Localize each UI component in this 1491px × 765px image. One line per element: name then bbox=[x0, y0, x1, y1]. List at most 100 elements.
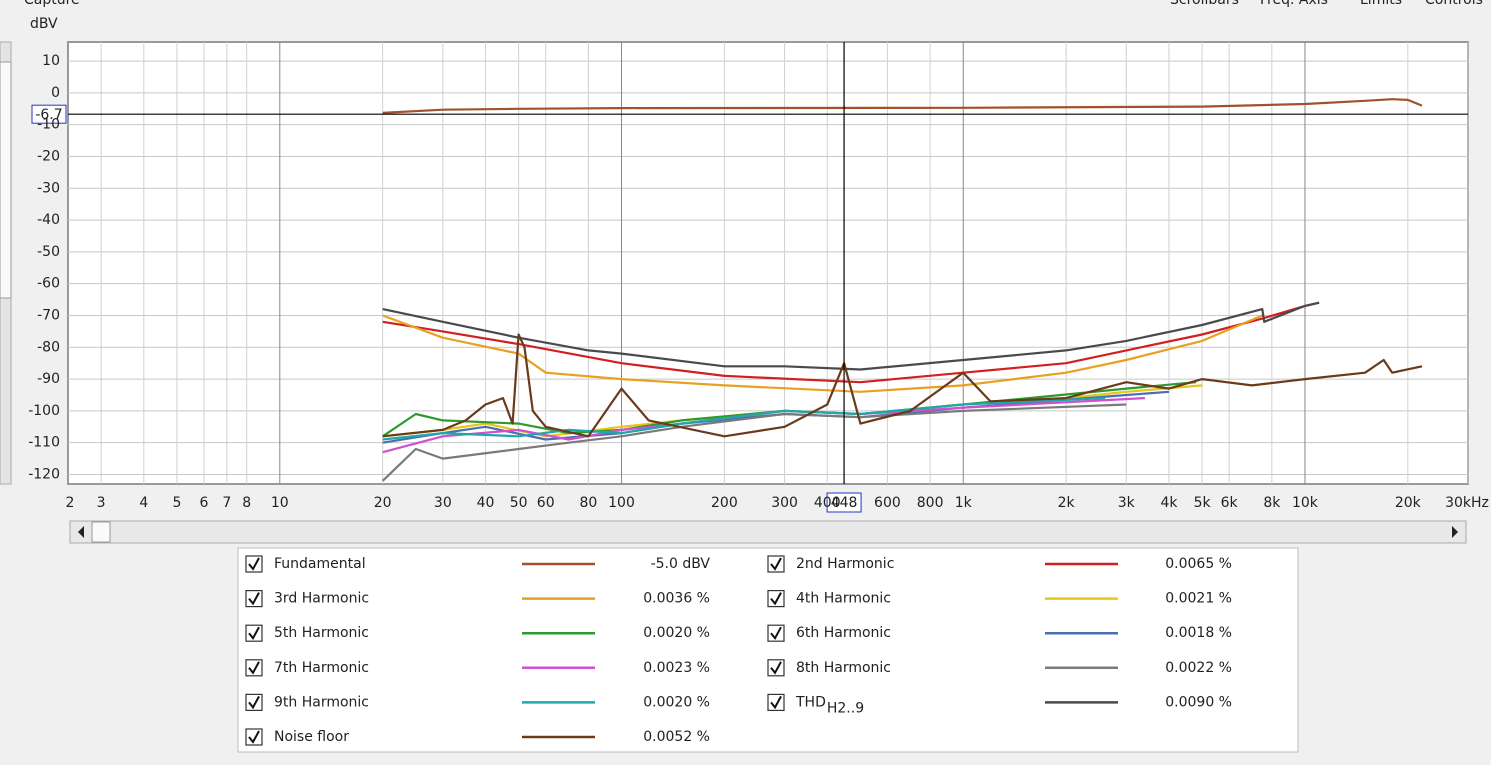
legend-value: 0.0020 % bbox=[643, 694, 710, 710]
legend-value: 0.0036 % bbox=[643, 591, 710, 607]
cursor-x-box bbox=[826, 492, 862, 513]
x-tick-label: 300 bbox=[771, 495, 798, 511]
menu-item[interactable]: Limits bbox=[1360, 0, 1402, 8]
scroll-thumb[interactable] bbox=[0, 61, 12, 299]
x-tick-label: 2 bbox=[66, 495, 75, 511]
x-tick-label: 10 bbox=[271, 495, 289, 511]
scroll-left[interactable] bbox=[78, 526, 84, 538]
y-tick-label: -70 bbox=[37, 307, 60, 323]
scroll-right[interactable] bbox=[1452, 526, 1458, 538]
legend-label: 8th Harmonic bbox=[796, 660, 891, 676]
scroll-thumb[interactable] bbox=[91, 521, 111, 543]
legend-label: 3rd Harmonic bbox=[274, 591, 369, 607]
legend-value: 0.0020 % bbox=[643, 625, 710, 641]
x-tick-label: 60 bbox=[537, 495, 555, 511]
menu-item[interactable]: Freq. Axis bbox=[1260, 0, 1328, 8]
x-tick-label: 200 bbox=[711, 495, 738, 511]
y-tick-label: 10 bbox=[42, 53, 60, 69]
legend-label: 7th Harmonic bbox=[274, 660, 369, 676]
x-tick-label: 8 bbox=[242, 495, 251, 511]
x-tick-label: 3 bbox=[97, 495, 106, 511]
x-tick-label: 8k bbox=[1263, 495, 1281, 511]
checkmark[interactable] bbox=[248, 557, 260, 571]
x-tick-label: 5k bbox=[1194, 495, 1212, 511]
checkmark[interactable] bbox=[248, 661, 260, 675]
legend-value: 0.0065 % bbox=[1165, 556, 1232, 572]
series-line bbox=[382, 314, 1263, 393]
checkmark[interactable] bbox=[770, 557, 782, 571]
y-tick-label: -120 bbox=[28, 466, 60, 482]
legend-value: 0.0022 % bbox=[1165, 660, 1232, 676]
checkmark[interactable] bbox=[248, 592, 260, 606]
legend-label-subscript: H2..9 bbox=[827, 700, 864, 716]
x-tick-label: 3k bbox=[1118, 495, 1136, 511]
x-tick-label: 2k bbox=[1058, 495, 1076, 511]
legend-label: 2nd Harmonic bbox=[796, 556, 894, 572]
plot-area bbox=[67, 41, 1469, 485]
y-tick-label: -50 bbox=[37, 244, 60, 260]
cursor-y-label: -6.7 bbox=[35, 107, 62, 123]
x-tick-label: 20 bbox=[374, 495, 392, 511]
x-tick-label: 6k bbox=[1221, 495, 1239, 511]
x-tick-label: 4k bbox=[1160, 495, 1178, 511]
x-tick-label: 4 bbox=[139, 495, 148, 511]
y-tick-label: -80 bbox=[37, 339, 60, 355]
x-tick-label: 30kHz bbox=[1445, 495, 1489, 511]
legend-value: 0.0018 % bbox=[1165, 625, 1232, 641]
y-tick-label: -40 bbox=[37, 212, 60, 228]
legend-label: 5th Harmonic bbox=[274, 625, 369, 641]
legend-value: -5.0 dBV bbox=[651, 556, 711, 572]
cursor-y-box bbox=[31, 104, 67, 124]
x-tick-label: 50 bbox=[510, 495, 528, 511]
checkmark[interactable] bbox=[770, 695, 782, 710]
checkmark[interactable] bbox=[248, 730, 260, 744]
legend-label: Fundamental bbox=[274, 556, 366, 572]
legend-value: 0.0052 % bbox=[643, 729, 710, 745]
legend-value: 0.0090 % bbox=[1165, 694, 1232, 710]
x-tick-label: 40 bbox=[477, 495, 495, 511]
y-tick-label: -60 bbox=[37, 276, 60, 292]
menu-item[interactable]: Controls bbox=[1425, 0, 1483, 8]
y-axis-unit: dBV bbox=[30, 16, 58, 32]
legend-label: 9th Harmonic bbox=[274, 694, 369, 710]
x-tick-label: 400 bbox=[814, 495, 841, 511]
y-tick-label: -90 bbox=[37, 371, 60, 387]
legend-label: Noise floor bbox=[274, 729, 349, 745]
x-tick-label: 80 bbox=[579, 495, 597, 511]
legend-label: 4th Harmonic bbox=[796, 591, 891, 607]
checkmark[interactable] bbox=[248, 695, 260, 710]
legend-label: 6th Harmonic bbox=[796, 625, 891, 641]
legend bbox=[237, 547, 1299, 753]
y-tick-label: -20 bbox=[37, 148, 60, 164]
legend-value: 0.0023 % bbox=[643, 660, 710, 676]
x-tick-label: 20k bbox=[1395, 495, 1422, 511]
legend-label: THD bbox=[795, 694, 826, 710]
horizontal-scrollbar[interactable] bbox=[69, 520, 1467, 544]
legend-value: 0.0021 % bbox=[1165, 591, 1232, 607]
checkmark[interactable] bbox=[770, 592, 782, 606]
checkmark[interactable] bbox=[770, 626, 782, 640]
series-line bbox=[382, 301, 1320, 371]
series-line bbox=[382, 333, 1423, 438]
checkmark[interactable] bbox=[770, 661, 782, 675]
x-tick-label: 30 bbox=[434, 495, 452, 511]
y-tick-label: 0 bbox=[51, 85, 60, 101]
capture-label: Capture bbox=[24, 0, 80, 8]
x-tick-label: 800 bbox=[917, 495, 944, 511]
x-tick-label: 5 bbox=[172, 495, 181, 511]
x-tick-label: 100 bbox=[608, 495, 635, 511]
y-tick-label: -30 bbox=[37, 180, 60, 196]
x-tick-label: 6 bbox=[200, 495, 209, 511]
y-tick-label: -10 bbox=[37, 117, 60, 133]
menu-item[interactable]: Scrollbars bbox=[1170, 0, 1239, 8]
checkmark[interactable] bbox=[248, 626, 260, 640]
x-tick-label: 7 bbox=[222, 495, 231, 511]
series-line bbox=[382, 98, 1423, 114]
cursor-x-label: 448 bbox=[831, 495, 858, 511]
y-tick-label: -100 bbox=[28, 403, 60, 419]
x-tick-label: 600 bbox=[874, 495, 901, 511]
x-tick-label: 10k bbox=[1292, 495, 1319, 511]
x-tick-label: 1k bbox=[955, 495, 973, 511]
y-tick-label: -110 bbox=[28, 435, 60, 451]
